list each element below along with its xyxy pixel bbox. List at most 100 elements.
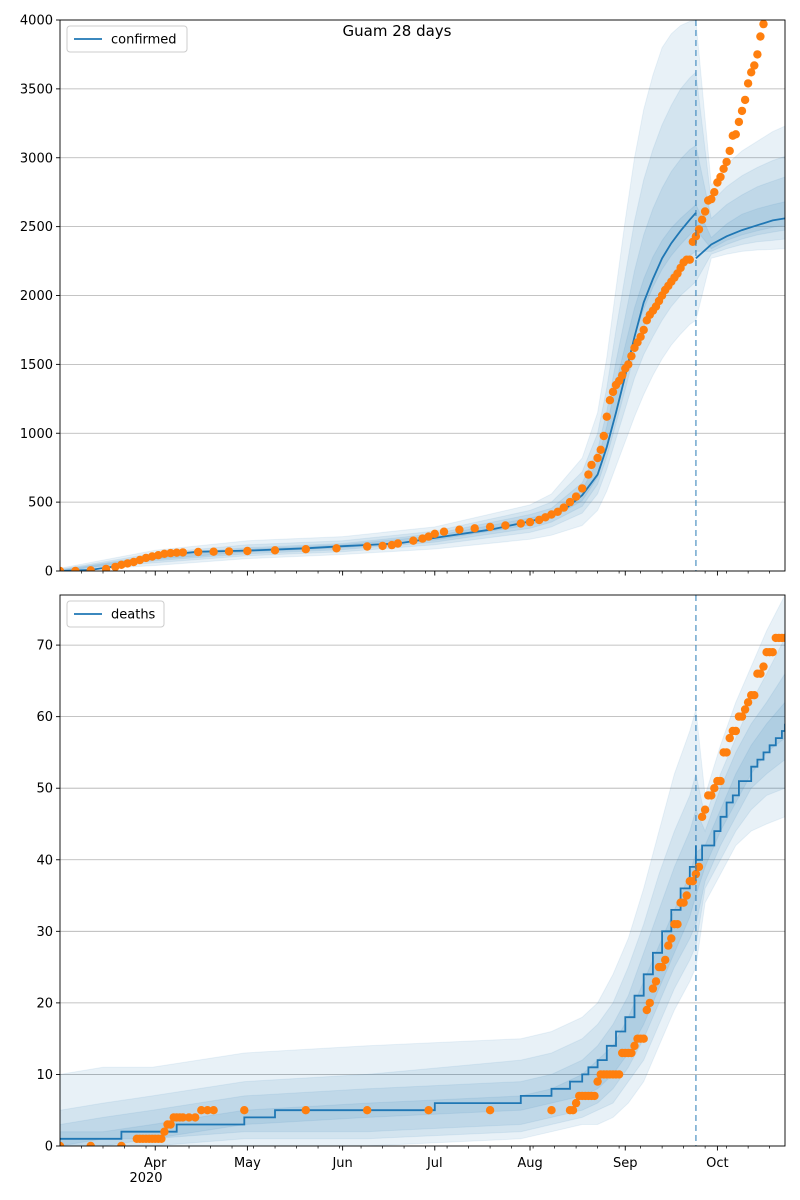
observed-point	[694, 862, 704, 872]
y-tick-label: 30	[36, 925, 53, 940]
y-tick-label: 60	[36, 710, 53, 725]
uncertainty-band	[60, 672, 785, 1146]
observed-point	[664, 941, 673, 950]
observed-point	[568, 1106, 578, 1115]
observed-point	[673, 920, 682, 929]
observed-point	[697, 812, 707, 821]
x-month-label: Jun	[331, 1156, 352, 1171]
observed-point	[722, 157, 731, 167]
observed-point	[516, 519, 525, 528]
observed-point	[707, 791, 716, 800]
y-tick-label: 20	[36, 996, 53, 1011]
observed-point	[439, 527, 449, 536]
observed-point	[578, 484, 587, 493]
observed-point	[740, 705, 750, 714]
observed-point	[740, 95, 750, 105]
observed-point	[753, 50, 762, 59]
observed-point	[470, 524, 479, 533]
observed-point	[60, 1141, 65, 1146]
y-tick-label: 2500	[20, 220, 53, 235]
deaths-panel: 0 10 20 30 40 50 60 70 Apr May Jun Jul Aug Sep Oct deat…	[36, 594, 786, 1171]
x-month-label: Sep	[613, 1156, 638, 1171]
observed-point	[710, 188, 719, 197]
observed-point	[682, 891, 691, 900]
observed-point	[756, 669, 765, 678]
x-year-label: 2020	[129, 1171, 162, 1186]
observed-point	[378, 541, 387, 551]
x-month-label: Apr	[144, 1156, 167, 1171]
y-tick-label: 0	[45, 1140, 53, 1155]
observed-point	[719, 164, 728, 173]
observed-point	[707, 194, 716, 204]
observed-point	[240, 1106, 249, 1115]
observed-point	[651, 977, 661, 986]
observed-point	[750, 61, 759, 70]
observed-point	[725, 733, 734, 743]
observed-point	[160, 549, 169, 558]
axes-frame	[59, 594, 786, 1147]
y-tick-label: 3500	[20, 82, 53, 97]
observed-point	[172, 548, 181, 557]
observed-point	[737, 712, 747, 721]
observed-point	[759, 20, 768, 29]
legend-label: deaths	[111, 608, 156, 623]
confirmed-panel: 0 500 1000 1500 2000 2500 3000 3500 4000 confirme…	[20, 14, 786, 580]
x-month-label: May	[234, 1156, 261, 1171]
y-tick-label: 1500	[20, 358, 53, 373]
observed-point	[584, 470, 593, 479]
observed-point	[642, 1005, 651, 1015]
observed-point	[191, 1113, 200, 1122]
observed-point	[636, 332, 645, 341]
y-tick-label: 10	[36, 1068, 53, 1083]
y-tick-label: 1000	[20, 427, 53, 442]
observed-point	[700, 207, 710, 216]
observed-point	[117, 1141, 126, 1146]
y-tick-label: 500	[28, 496, 53, 511]
observed-point	[209, 1106, 218, 1115]
observed-point	[731, 130, 740, 139]
uncertainty-band	[60, 701, 785, 1146]
observed-point	[166, 548, 175, 558]
observed-point	[685, 255, 694, 264]
observed-point	[747, 68, 756, 77]
observed-point	[203, 1106, 212, 1115]
forecast-line	[695, 217, 785, 259]
observed-point	[679, 898, 688, 907]
observed-point	[639, 325, 648, 335]
uncertainty-band	[60, 595, 785, 1146]
uncertainty-band	[60, 71, 785, 571]
observed-point	[596, 445, 605, 454]
observed-point	[184, 1113, 194, 1122]
observed-point	[243, 546, 252, 556]
y-tick-label: 3000	[20, 151, 53, 166]
observed-point	[547, 1106, 556, 1115]
observed-point	[759, 662, 768, 671]
observed-points	[60, 20, 768, 571]
x-month-label: Jul	[426, 1156, 443, 1171]
observed-point	[780, 633, 785, 643]
x-month-label: Oct	[706, 1156, 728, 1171]
observed-point	[565, 497, 575, 507]
fit-line	[60, 845, 697, 1140]
observed-point	[593, 453, 602, 463]
observed-point	[409, 536, 418, 545]
observed-point	[756, 32, 765, 41]
observed-point	[737, 106, 747, 116]
observed-point	[731, 726, 740, 736]
observed-point	[501, 521, 510, 530]
observed-point	[627, 1048, 636, 1058]
observed-point	[700, 805, 710, 814]
observed-point	[101, 564, 111, 571]
observed-point	[624, 360, 633, 369]
observed-point	[301, 545, 310, 554]
observed-point	[197, 1106, 206, 1115]
uncertainty-band	[60, 637, 785, 1146]
observed-point	[587, 460, 596, 470]
x-month-label: Aug	[517, 1156, 542, 1171]
legend-box	[66, 600, 165, 628]
observed-point	[301, 1106, 310, 1115]
observed-point	[157, 1134, 166, 1144]
y-tick-label: 50	[36, 782, 53, 797]
